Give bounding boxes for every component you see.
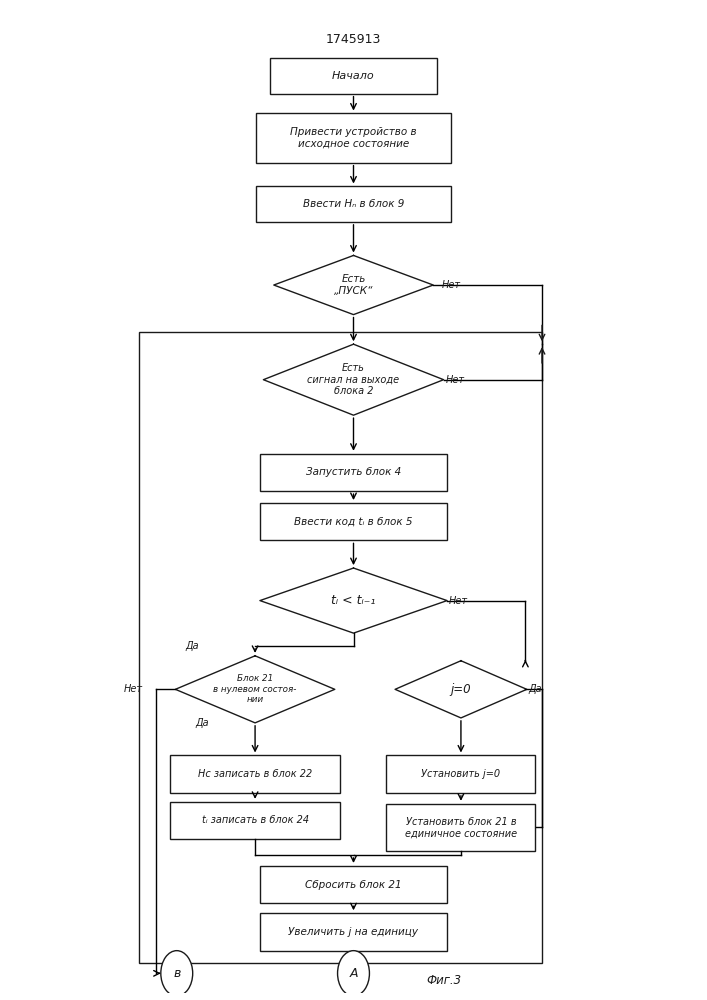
Text: Ввести Hₙ в блок 9: Ввести Hₙ в блок 9 <box>303 199 404 209</box>
FancyBboxPatch shape <box>257 186 450 222</box>
Text: Запустить блок 4: Запустить блок 4 <box>306 467 401 477</box>
Text: Установить блок 21 в
единичное состояние: Установить блок 21 в единичное состояние <box>405 817 517 838</box>
Polygon shape <box>395 661 527 718</box>
Text: Нет: Нет <box>124 684 143 694</box>
Polygon shape <box>264 344 443 415</box>
Text: Да: Да <box>185 641 199 651</box>
Text: Сбросить блок 21: Сбросить блок 21 <box>305 880 402 890</box>
FancyBboxPatch shape <box>260 503 447 540</box>
Polygon shape <box>175 656 335 723</box>
Text: Увеличить j на единицу: Увеличить j на единицу <box>288 927 419 937</box>
Text: в: в <box>173 967 180 980</box>
Text: Нет: Нет <box>445 375 464 385</box>
FancyBboxPatch shape <box>260 454 447 491</box>
Text: Нет: Нет <box>449 596 468 606</box>
Polygon shape <box>274 255 433 315</box>
FancyBboxPatch shape <box>257 113 450 163</box>
Text: Да: Да <box>528 684 542 694</box>
Text: Ввести код tᵢ в блок 5: Ввести код tᵢ в блок 5 <box>294 517 413 527</box>
FancyBboxPatch shape <box>260 866 447 903</box>
Text: tᵢ < tᵢ₋₁: tᵢ < tᵢ₋₁ <box>332 594 375 607</box>
Text: Есть
сигнал на выходе
блока 2: Есть сигнал на выходе блока 2 <box>308 363 399 396</box>
Text: Да: Да <box>195 718 209 728</box>
FancyBboxPatch shape <box>387 804 535 851</box>
Text: Привести устройство в
исходное состояние: Привести устройство в исходное состояние <box>290 127 417 149</box>
FancyBboxPatch shape <box>387 755 535 793</box>
Text: Есть
„ПУСК“: Есть „ПУСК“ <box>334 274 373 296</box>
Text: А: А <box>349 967 358 980</box>
Text: j=0: j=0 <box>450 683 472 696</box>
Circle shape <box>337 951 370 996</box>
Text: Нет: Нет <box>442 280 461 290</box>
Text: tᵢ записать в блок 24: tᵢ записать в блок 24 <box>201 815 309 825</box>
Circle shape <box>160 951 193 996</box>
Text: Начало: Начало <box>332 71 375 81</box>
Text: Нс записать в блок 22: Нс записать в блок 22 <box>198 769 312 779</box>
Text: Установить j=0: Установить j=0 <box>421 769 501 779</box>
FancyBboxPatch shape <box>170 802 340 839</box>
Text: Фиг.3: Фиг.3 <box>426 974 461 987</box>
FancyBboxPatch shape <box>170 755 340 793</box>
Text: 1745913: 1745913 <box>326 33 381 46</box>
FancyBboxPatch shape <box>270 58 437 94</box>
FancyBboxPatch shape <box>260 913 447 951</box>
Polygon shape <box>260 568 447 633</box>
Text: Блок 21
в нулевом состоя-
нии: Блок 21 в нулевом состоя- нии <box>214 674 297 704</box>
